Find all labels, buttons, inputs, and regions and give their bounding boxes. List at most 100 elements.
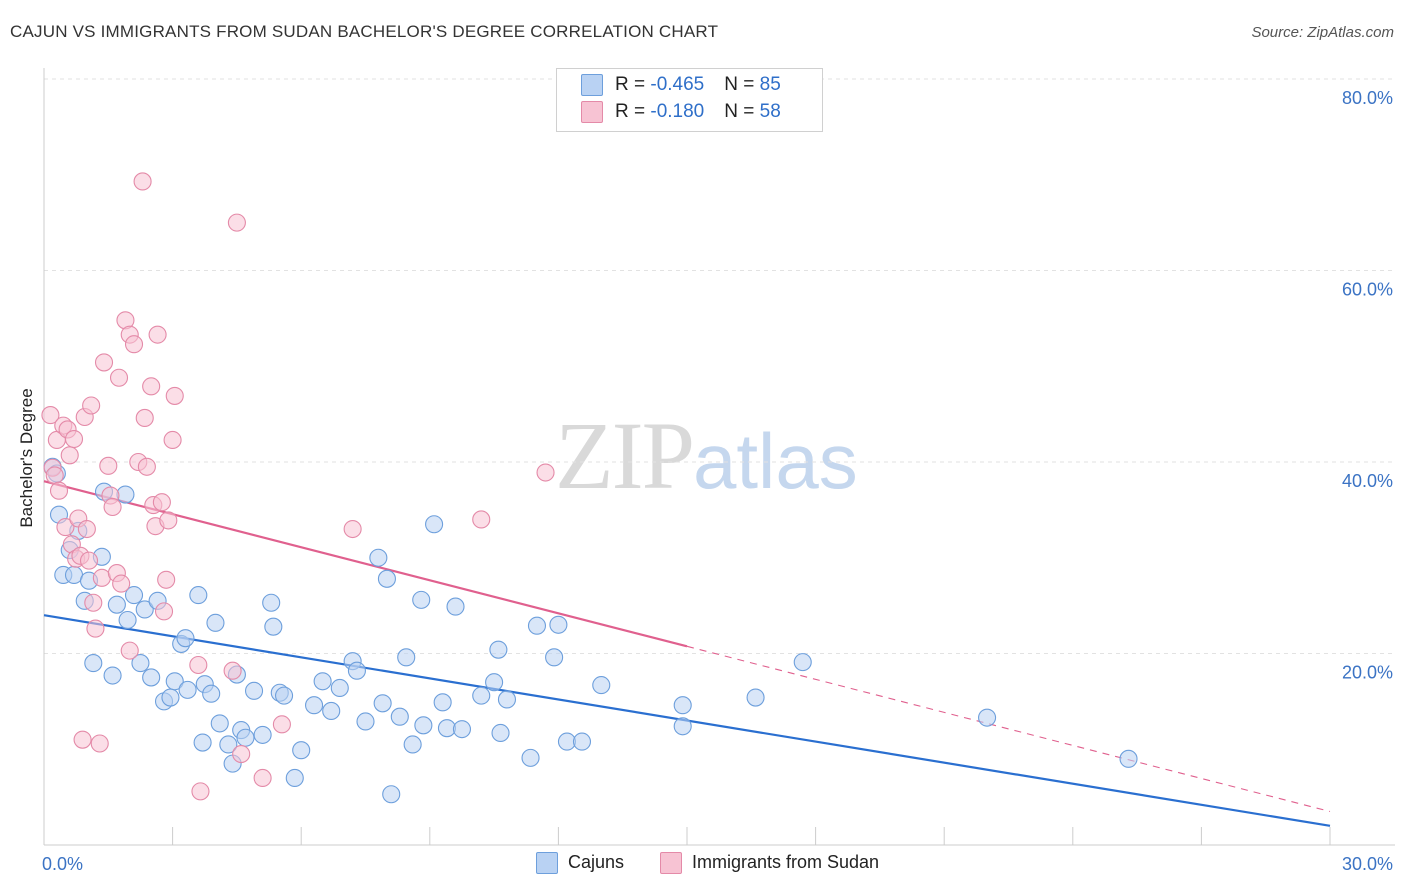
- legend-n-value-2: 58: [759, 101, 781, 123]
- legend-r-value-1: -0.465: [650, 74, 705, 96]
- sudan-point-46: [165, 386, 184, 405]
- cajun-point-54: [369, 548, 388, 567]
- bottom-legend-label-cajuns: Cajuns: [568, 852, 625, 872]
- cajun-point-5: [64, 565, 84, 585]
- bottom-legend-swatch-pink: [660, 852, 682, 875]
- cajun-point-68: [485, 673, 504, 692]
- cajun-point-63: [433, 693, 452, 712]
- cajun-point-51: [347, 661, 366, 680]
- sudan-point-32: [124, 335, 144, 354]
- cajun-point-37: [236, 728, 255, 747]
- sudan-point-37: [142, 377, 161, 396]
- sudan-point-35: [135, 408, 154, 428]
- cajun-point-81: [746, 688, 765, 707]
- cajun-point-79: [673, 717, 692, 736]
- cajun-point-9: [84, 654, 103, 673]
- sudan-point-48: [191, 782, 210, 801]
- sudan-point-43: [157, 570, 176, 589]
- sudan-point-36: [137, 457, 156, 476]
- cajun-point-73: [527, 616, 547, 635]
- cajun-point-44: [285, 768, 304, 788]
- legend-r-label-2: R =: [615, 101, 651, 123]
- cajun-point-26: [178, 680, 197, 699]
- bottom-legend-sudan: Immigrants from Sudan: [660, 852, 880, 875]
- sudan-point-57: [120, 641, 139, 660]
- cajun-point-23: [165, 672, 184, 691]
- legend-n-label-1: N =: [724, 74, 760, 96]
- sudan-point-17: [79, 551, 99, 570]
- legend-swatch-pink: [581, 101, 603, 123]
- sudan-point-8: [60, 446, 79, 465]
- sudan-point-21: [90, 734, 109, 753]
- cajun-point-78: [592, 676, 611, 695]
- sudan-point-19: [84, 593, 103, 612]
- sudan-point-41: [152, 493, 171, 512]
- sudan-point-53: [272, 715, 291, 734]
- cajun-point-38: [244, 681, 264, 700]
- cajun-point-59: [403, 735, 422, 754]
- sudan-point-55: [472, 510, 491, 529]
- legend-row-sudan: R = -0.180 N = 58: [581, 101, 781, 127]
- chart-title: CAJUN VS IMMIGRANTS FROM SUDAN BACHELOR'…: [10, 22, 719, 41]
- cajun-point-48: [322, 701, 341, 721]
- cajun-point-15: [118, 610, 137, 630]
- sudan-point-44: [159, 511, 178, 530]
- sudan-trend-line: [43, 480, 688, 648]
- cajun-point-49: [330, 678, 349, 698]
- y-tick-label-20: 20.0%: [1342, 663, 1393, 683]
- cajun-point-62: [425, 515, 444, 534]
- y-tick-label-60: 60.0%: [1342, 280, 1393, 300]
- cajun-point-57: [390, 707, 409, 726]
- cajun-point-64: [437, 719, 456, 738]
- sudan-point-26: [103, 497, 122, 517]
- cajun-point-67: [472, 686, 491, 705]
- cajun-point-65: [446, 597, 465, 616]
- sudan-point-42: [154, 602, 174, 621]
- y-tick-label-80: 80.0%: [1342, 88, 1393, 108]
- cajun-point-17: [131, 654, 150, 673]
- bottom-legend-cajuns: Cajuns: [536, 852, 625, 875]
- sudan-point-24: [99, 456, 118, 475]
- cajun-point-61: [414, 716, 433, 735]
- bottom-legend-label-sudan: Immigrants from Sudan: [692, 852, 880, 872]
- sudan-point-45: [163, 430, 182, 450]
- legend-n-label-2: N =: [724, 101, 760, 123]
- sudan-point-10: [64, 429, 84, 449]
- legend-row-cajuns: R = -0.465 N = 85: [581, 74, 781, 100]
- cajun-point-66: [452, 720, 472, 739]
- y-axis-label: Bachelor's Degree: [17, 388, 36, 527]
- cajun-point-18: [135, 600, 154, 619]
- cajun-point-56: [382, 785, 401, 804]
- cajun-point-75: [549, 615, 568, 634]
- cajun-point-55: [377, 569, 396, 588]
- tick-labels: 20.0% 40.0% 60.0% 80.0% 0.0% 30.0%: [42, 88, 1393, 874]
- cajun-point-22: [161, 688, 180, 707]
- sudan-point-47: [189, 655, 208, 675]
- cajun-point-52: [356, 712, 375, 731]
- cajun-point-74: [545, 648, 564, 667]
- sudan-point-6: [56, 518, 75, 537]
- cajun-point-25: [176, 629, 195, 648]
- cajun-point-69: [489, 640, 508, 659]
- sudan-point-52: [253, 768, 272, 788]
- legend-r-label-1: R =: [615, 74, 651, 96]
- cajun-point-71: [497, 690, 517, 709]
- cajun-point-46: [305, 696, 324, 715]
- cajun-point-43: [275, 686, 294, 705]
- sudan-point-50: [227, 213, 246, 232]
- sudan-point-20: [86, 619, 105, 638]
- cajun-point-53: [373, 694, 392, 713]
- bottom-legend-swatch-blue: [536, 852, 558, 875]
- cajun-point-47: [313, 672, 332, 691]
- legend-swatch-blue: [581, 74, 603, 96]
- watermark-zip: ZIP: [555, 402, 695, 509]
- source-label: Source: ZipAtlas.com: [1251, 24, 1394, 41]
- legend-box: R = -0.465 N = 85 R = -0.180 N = 58: [556, 68, 823, 132]
- x-tick-label-0: 0.0%: [42, 854, 83, 874]
- cajun-point-60: [412, 590, 431, 609]
- axes: [43, 68, 1395, 846]
- watermark-atlas: atlas: [693, 417, 858, 505]
- cajun-point-80: [673, 696, 692, 715]
- sudan-point-40: [148, 325, 167, 344]
- sudan-point-18: [82, 396, 101, 415]
